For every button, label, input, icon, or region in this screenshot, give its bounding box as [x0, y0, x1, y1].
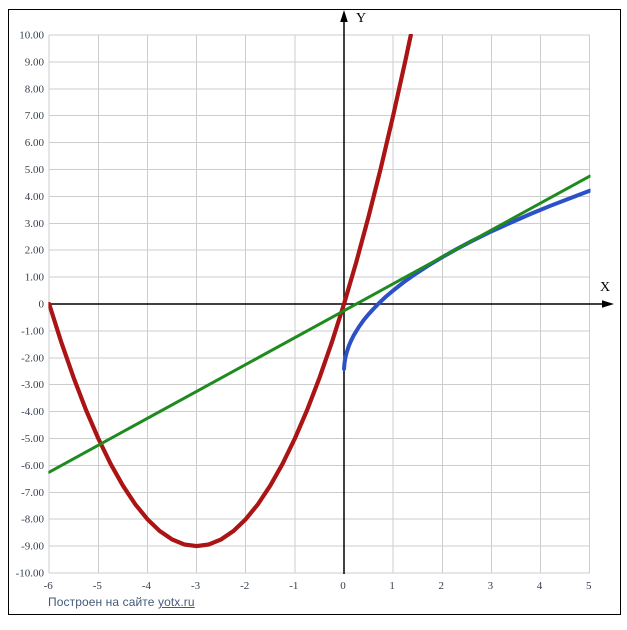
y-tick-label: 5.00: [25, 164, 45, 176]
y-tick-label: 0: [39, 299, 45, 311]
x-tick-label: -4: [142, 580, 152, 592]
y-tick-label: -2.00: [21, 352, 44, 364]
y-tick-label: -8.00: [21, 514, 44, 526]
y-tick-label: 7.00: [25, 110, 45, 122]
y-tick-label: 6.00: [25, 137, 45, 149]
x-tick-label: 2: [439, 580, 445, 592]
x-tick-label: 1: [389, 580, 395, 592]
footer-link[interactable]: yotx.ru: [157, 595, 195, 609]
x-tick-label: -1: [289, 580, 298, 592]
curve-green-tangent-line: [48, 174, 591, 474]
x-tick-label: 3: [488, 580, 494, 592]
y-tick-label: -5.00: [21, 433, 44, 445]
x-tick-label: 0: [340, 580, 346, 592]
y-tick-label: 4.00: [25, 191, 45, 203]
curve-red-parabola: [48, 34, 413, 549]
y-tick-label: -10.00: [16, 568, 45, 580]
x-tick-label: 4: [537, 580, 543, 592]
y-tick-label: -7.00: [21, 487, 44, 499]
x-axis-label: X: [600, 280, 610, 295]
y-tick-label: -9.00: [21, 541, 44, 553]
y-tick-label: -6.00: [21, 460, 44, 472]
y-tick-label: 1.00: [25, 272, 45, 284]
y-axis-label: Y: [356, 11, 366, 26]
y-tick-label: 3.00: [25, 218, 45, 230]
footer: Построен на сайте yotx.ru: [48, 595, 195, 609]
x-tick-label: 5: [586, 580, 592, 592]
x-tick-label: -5: [93, 580, 103, 592]
axes: [49, 16, 604, 574]
y-tick-label: -3.00: [21, 379, 44, 391]
curves: [48, 34, 591, 549]
y-tick-label: 8.00: [25, 83, 45, 95]
curve-blue-sqrt-curve: [342, 188, 591, 371]
y-tick-label: -1.00: [21, 325, 44, 337]
y-axis-arrow: [340, 10, 348, 22]
footer-text: Построен на сайте: [48, 595, 158, 609]
plot-frame: [8, 9, 621, 615]
x-tick-label: -2: [240, 580, 249, 592]
x-tick-label: -6: [44, 580, 54, 592]
y-tick-label: -4.00: [21, 406, 44, 418]
x-tick-label: -3: [191, 580, 201, 592]
y-tick-label: 10.00: [19, 30, 44, 42]
y-tick-label: 9.00: [25, 56, 45, 68]
y-tick-label: 2.00: [25, 245, 45, 257]
x-axis-arrow: [602, 300, 614, 308]
